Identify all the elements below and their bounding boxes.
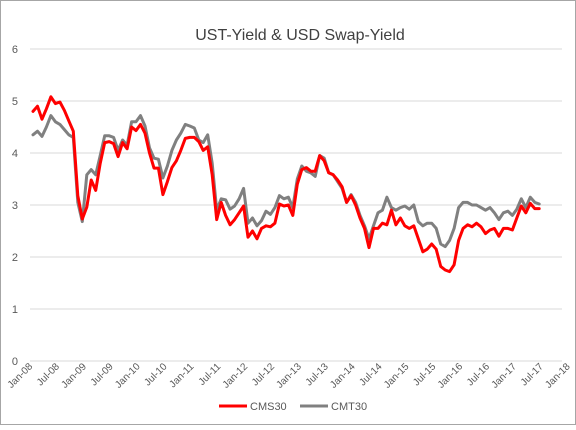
y-tick-label: 4 [12,148,18,160]
y-tick-label: 6 [12,44,18,56]
legend-label: CMT30 [331,401,367,413]
chart-title: UST-Yield & USD Swap-Yield [195,27,405,44]
y-tick-label: 0 [12,356,18,368]
y-tick-label: 1 [12,304,18,316]
y-tick-label: 2 [12,252,18,264]
legend-item-cmt30: CMT30 [300,401,367,413]
y-axis-ticks: 0 1 2 3 4 5 6 [12,44,18,368]
y-tick-label: 3 [12,200,18,212]
legend: CMS30 CMT30 [219,401,367,413]
series-lines [31,95,541,274]
series-line-cmt30 [31,114,541,249]
series-line-cms30 [31,95,541,274]
legend-item-cms30: CMS30 [219,401,287,413]
y-tick-label: 5 [12,96,18,108]
legend-label: CMS30 [250,401,287,413]
